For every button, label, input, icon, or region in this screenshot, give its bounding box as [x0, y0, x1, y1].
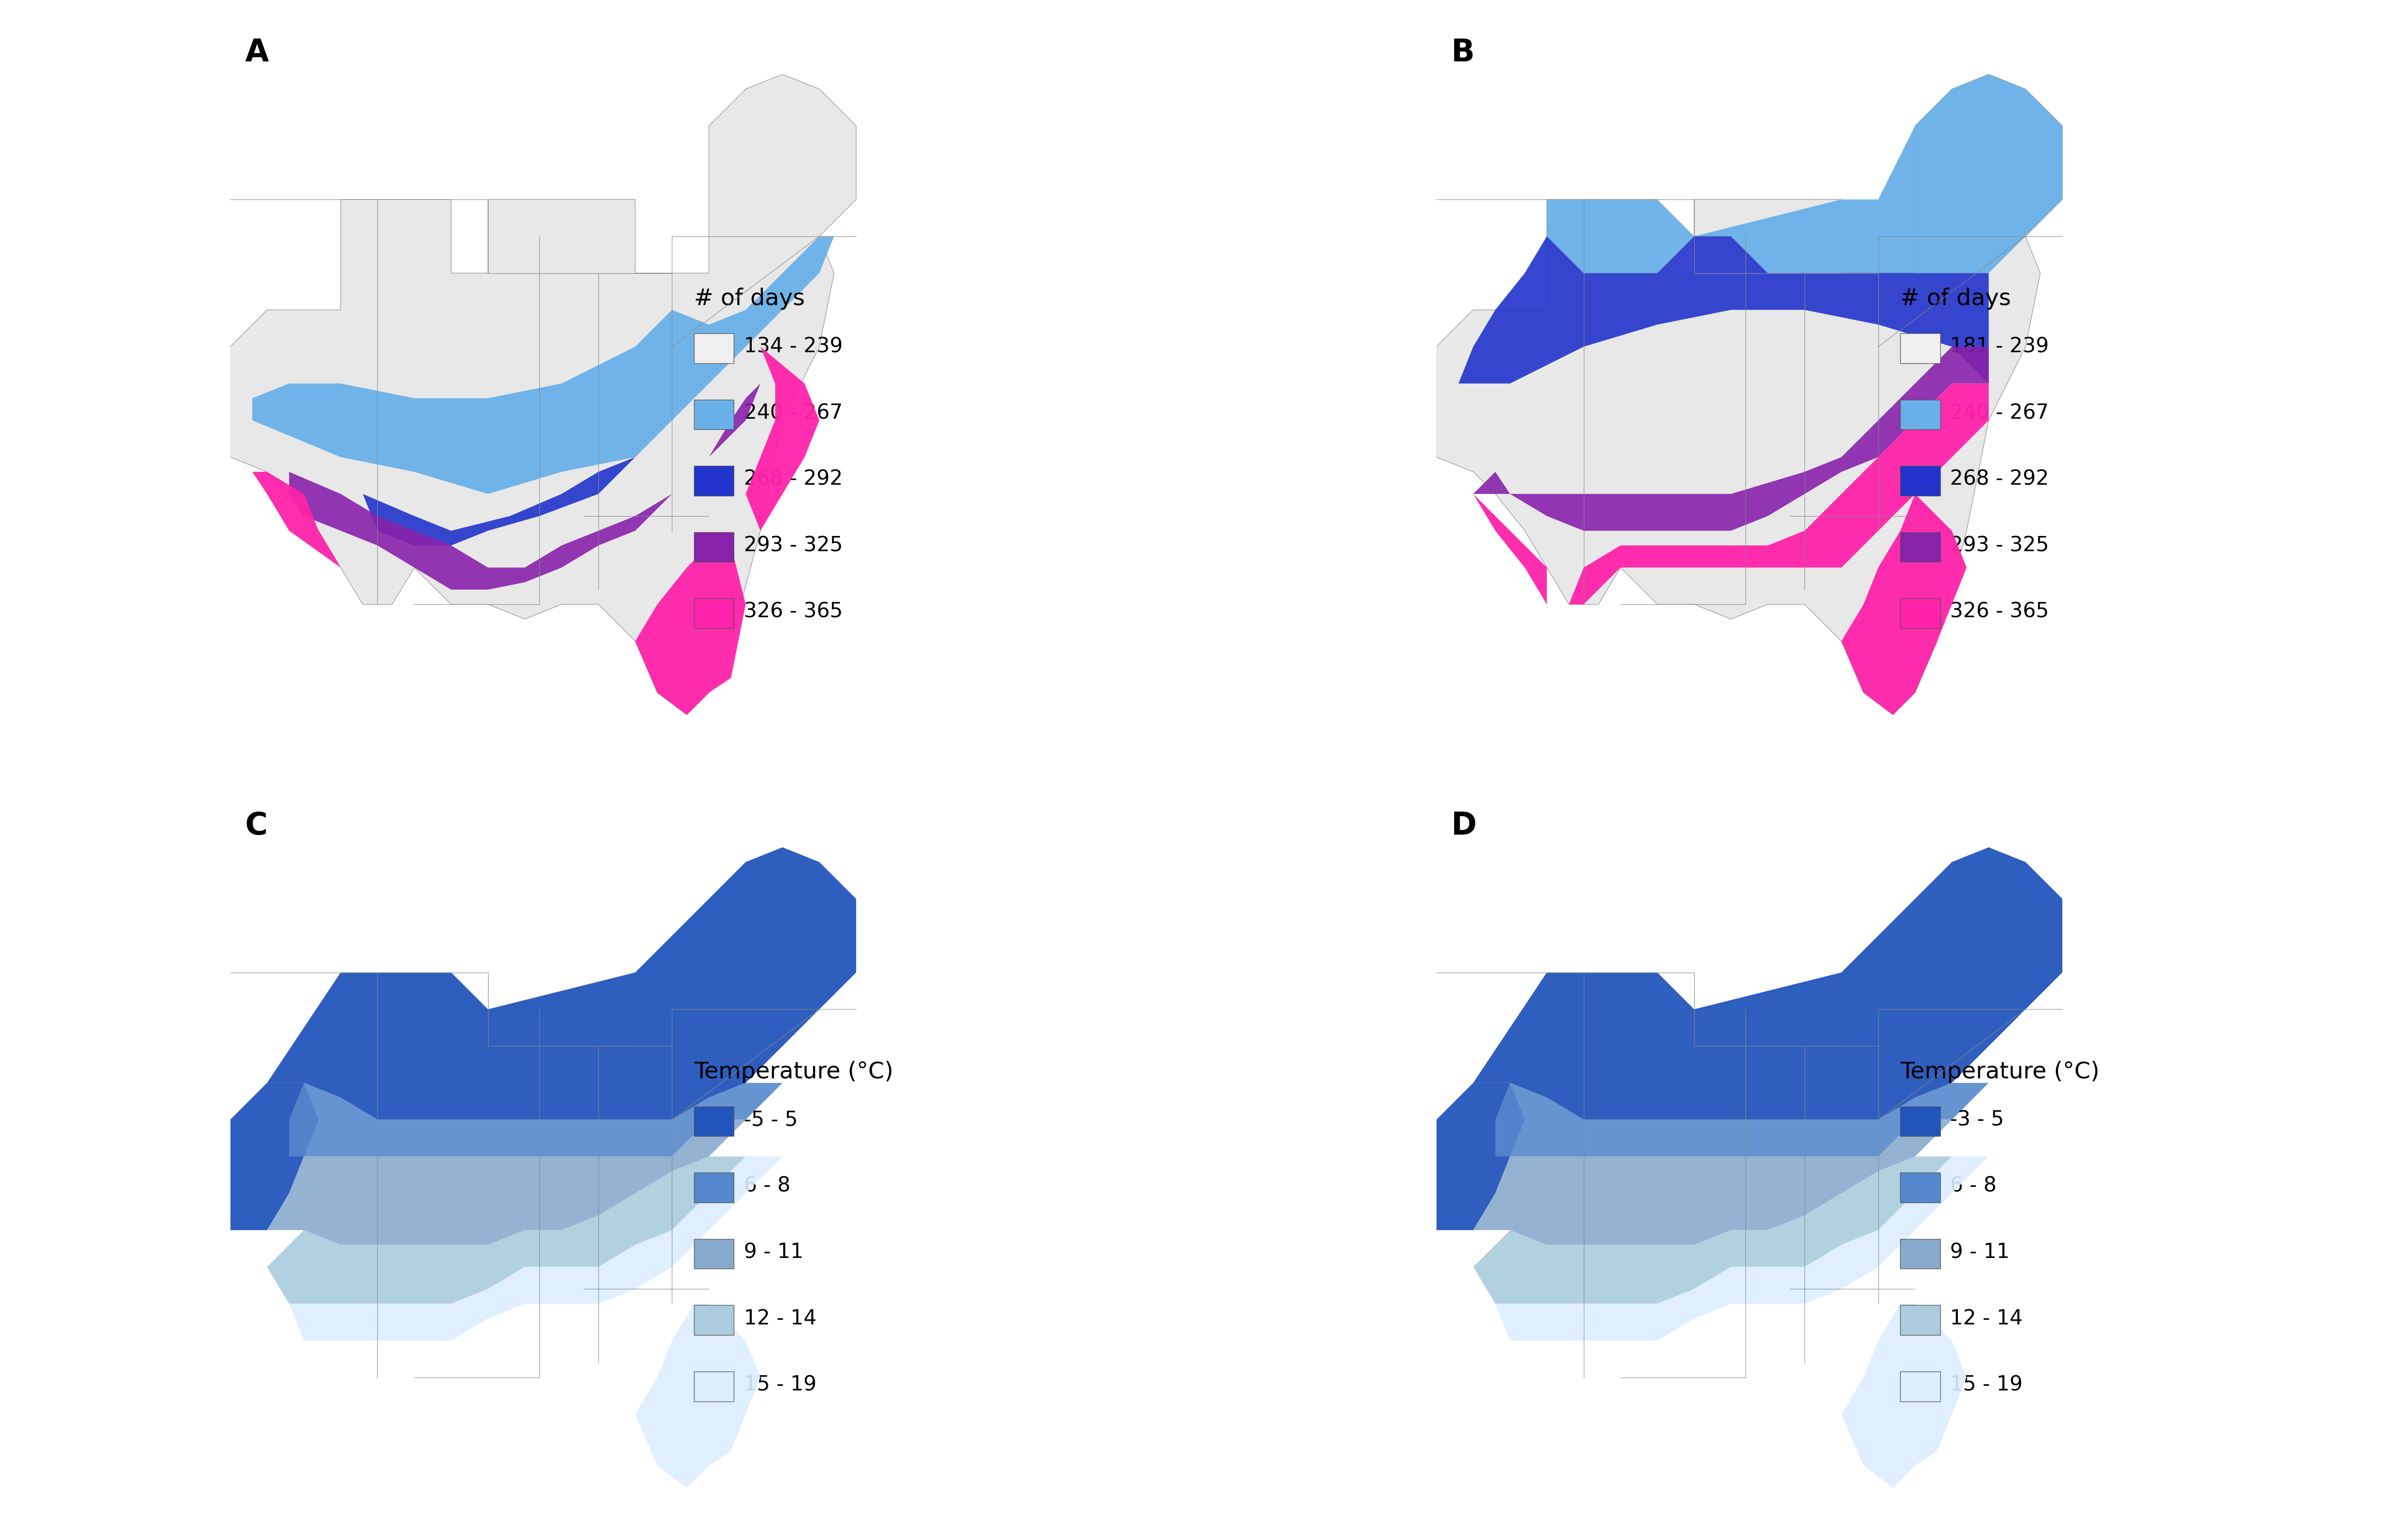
Text: 134 - 239: 134 - 239 — [745, 337, 843, 357]
Polygon shape — [1459, 200, 1990, 383]
Text: 15 - 19: 15 - 19 — [745, 1375, 817, 1395]
Polygon shape — [267, 847, 855, 1120]
FancyBboxPatch shape — [1901, 1306, 1939, 1335]
Polygon shape — [267, 1120, 745, 1244]
FancyBboxPatch shape — [1901, 599, 1939, 628]
Text: 6 - 8: 6 - 8 — [745, 1177, 791, 1197]
Polygon shape — [634, 1304, 759, 1488]
Polygon shape — [634, 545, 745, 715]
Polygon shape — [1841, 494, 1966, 715]
Polygon shape — [1495, 1083, 1990, 1157]
FancyBboxPatch shape — [694, 533, 733, 562]
Text: 293 - 325: 293 - 325 — [1949, 536, 2050, 556]
Polygon shape — [745, 346, 819, 531]
Polygon shape — [1437, 74, 2062, 715]
Polygon shape — [252, 471, 341, 568]
FancyBboxPatch shape — [694, 1106, 733, 1137]
Text: Temperature (°C): Temperature (°C) — [694, 1061, 894, 1083]
FancyBboxPatch shape — [694, 467, 733, 496]
FancyBboxPatch shape — [1901, 400, 1939, 430]
Polygon shape — [267, 1157, 745, 1304]
FancyBboxPatch shape — [694, 1240, 733, 1269]
FancyBboxPatch shape — [1901, 1172, 1939, 1203]
FancyBboxPatch shape — [1901, 1106, 1939, 1137]
Text: -5 - 5: -5 - 5 — [745, 1110, 798, 1130]
FancyBboxPatch shape — [694, 1172, 733, 1203]
Text: D: D — [1451, 810, 1478, 841]
Text: A: A — [245, 37, 269, 68]
Polygon shape — [231, 1083, 320, 1230]
FancyBboxPatch shape — [694, 599, 733, 628]
Polygon shape — [1841, 1304, 1966, 1488]
Polygon shape — [288, 1083, 783, 1157]
FancyBboxPatch shape — [694, 400, 733, 430]
Text: 240 - 267: 240 - 267 — [745, 403, 843, 424]
Text: 326 - 365: 326 - 365 — [745, 602, 843, 622]
Polygon shape — [1437, 1083, 1526, 1230]
Text: C: C — [245, 810, 267, 841]
Text: # of days: # of days — [1901, 288, 2011, 310]
Text: -3 - 5: -3 - 5 — [1949, 1110, 2004, 1130]
FancyBboxPatch shape — [694, 1372, 733, 1401]
FancyBboxPatch shape — [1901, 533, 1939, 562]
FancyBboxPatch shape — [1901, 334, 1939, 363]
Text: 9 - 11: 9 - 11 — [745, 1243, 803, 1263]
Text: 15 - 19: 15 - 19 — [1949, 1375, 2023, 1395]
Polygon shape — [231, 74, 855, 715]
Polygon shape — [288, 383, 759, 590]
Text: 326 - 365: 326 - 365 — [1949, 602, 2050, 622]
Polygon shape — [1548, 74, 2062, 273]
Text: # of days: # of days — [694, 288, 805, 310]
Text: 268 - 292: 268 - 292 — [745, 470, 843, 490]
Polygon shape — [267, 1157, 783, 1340]
FancyBboxPatch shape — [694, 334, 733, 363]
Text: 240 - 267: 240 - 267 — [1949, 403, 2050, 424]
Text: 6 - 8: 6 - 8 — [1949, 1177, 1997, 1197]
FancyBboxPatch shape — [1901, 467, 1939, 496]
FancyBboxPatch shape — [1901, 1372, 1939, 1401]
Polygon shape — [1473, 383, 1990, 604]
Polygon shape — [1473, 1120, 1951, 1244]
Polygon shape — [1473, 847, 2062, 1120]
Polygon shape — [1473, 1157, 1990, 1340]
Text: 12 - 14: 12 - 14 — [745, 1309, 817, 1329]
Polygon shape — [1473, 1157, 1951, 1304]
FancyBboxPatch shape — [1901, 1240, 1939, 1269]
Text: B: B — [1451, 37, 1475, 68]
Text: 12 - 14: 12 - 14 — [1949, 1309, 2023, 1329]
Polygon shape — [363, 383, 709, 545]
FancyBboxPatch shape — [694, 1306, 733, 1335]
Text: 9 - 11: 9 - 11 — [1949, 1243, 2009, 1263]
Polygon shape — [1473, 346, 1990, 531]
Text: 181 - 239: 181 - 239 — [1949, 337, 2050, 357]
Text: 293 - 325: 293 - 325 — [745, 536, 843, 556]
Text: 268 - 292: 268 - 292 — [1949, 470, 2050, 490]
Text: Temperature (°C): Temperature (°C) — [1901, 1061, 2100, 1083]
Polygon shape — [252, 236, 834, 494]
